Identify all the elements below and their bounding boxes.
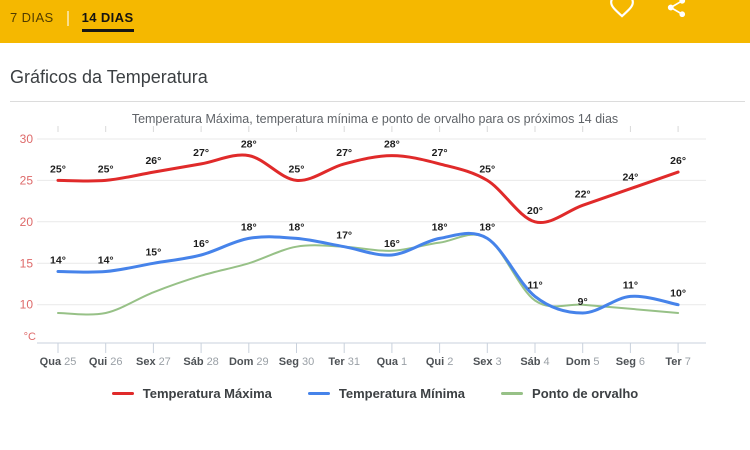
page-title: Gráficos da Temperatura	[10, 67, 208, 87]
svg-text:16°: 16°	[384, 238, 400, 250]
svg-text:25°: 25°	[98, 163, 114, 175]
svg-text:26°: 26°	[670, 155, 686, 167]
series-line-2	[57, 233, 680, 316]
share-icon[interactable]	[665, 0, 688, 19]
tab-7-dias[interactable]: 7 DIAS	[10, 10, 54, 25]
svg-text:20°: 20°	[527, 205, 543, 217]
svg-text:25°: 25°	[479, 163, 495, 175]
svg-text:18°: 18°	[432, 221, 448, 233]
legend-item-temperatura-minima[interactable]: Temperatura Mínima	[307, 386, 466, 401]
svg-text:27°: 27°	[432, 147, 448, 159]
legend-item-ponto-de-orvalho[interactable]: Ponto de orvalho	[501, 386, 638, 401]
svg-text:°C: °C	[24, 331, 36, 343]
series-line-0	[56, 153, 680, 225]
svg-text:20: 20	[20, 215, 34, 229]
svg-text:18°: 18°	[241, 221, 257, 233]
svg-text:22°: 22°	[575, 188, 591, 200]
svg-text:27°: 27°	[336, 147, 352, 159]
legend-label: Temperatura Máxima	[142, 386, 272, 401]
chart-legend: Temperatura Máxima Temperatura Mínima Po…	[0, 386, 750, 401]
svg-text:15: 15	[20, 256, 34, 270]
svg-text:18°: 18°	[289, 221, 305, 233]
svg-text:14°: 14°	[98, 255, 114, 267]
temperature-chart: 30 25 20 15 10 °C Qua 25 Qui 26 Sex 27 Sáb 28 Dom 29 Seg…	[0, 126, 750, 374]
svg-text:11°: 11°	[527, 279, 542, 291]
svg-text:28°: 28°	[241, 139, 257, 151]
svg-text:24°: 24°	[622, 172, 638, 184]
svg-text:26°: 26°	[145, 155, 161, 167]
svg-text:25°: 25°	[50, 163, 66, 175]
series-line-1	[56, 231, 680, 315]
svg-text:14°: 14°	[50, 255, 66, 267]
svg-text:28°: 28°	[384, 139, 400, 151]
svg-text:10°: 10°	[670, 288, 686, 300]
legend-dash-green	[501, 392, 524, 395]
legend-label: Ponto de orvalho	[532, 386, 639, 401]
title-divider	[10, 101, 745, 102]
svg-text:30: 30	[20, 132, 34, 146]
topbar-actions	[609, 0, 688, 19]
svg-text:11°: 11°	[623, 279, 638, 291]
svg-text:25°: 25°	[289, 163, 305, 175]
svg-text:25: 25	[20, 173, 34, 187]
svg-text:16°: 16°	[193, 238, 209, 250]
tab-separator	[66, 11, 69, 26]
temperature-chart-canvas: 30 25 20 15 10 °C Qua 25 Qui 26 Sex 27 Sáb 28 Dom 29 Seg…	[20, 126, 706, 368]
period-tabs: 7 DIAS 14 DIAS	[0, 0, 750, 32]
legend-dash-blue	[307, 392, 330, 395]
svg-text:17°: 17°	[336, 230, 352, 242]
favorite-heart-icon[interactable]	[609, 0, 635, 19]
svg-text:9°: 9°	[578, 296, 588, 308]
legend-item-temperatura-maxima[interactable]: Temperatura Máxima	[111, 386, 272, 401]
svg-text:27°: 27°	[193, 147, 209, 159]
tab-14-dias[interactable]: 14 DIAS	[81, 10, 134, 32]
chart-subtitle: Temperatura Máxima, temperatura mínima e…	[131, 112, 619, 126]
legend-dash-red	[111, 392, 134, 395]
svg-text:15°: 15°	[145, 246, 161, 258]
svg-text:18°: 18°	[479, 221, 495, 233]
legend-label: Temperatura Mínima	[338, 386, 466, 401]
top-tab-bar: 7 DIAS 14 DIAS	[0, 0, 750, 43]
svg-text:10: 10	[20, 298, 34, 312]
